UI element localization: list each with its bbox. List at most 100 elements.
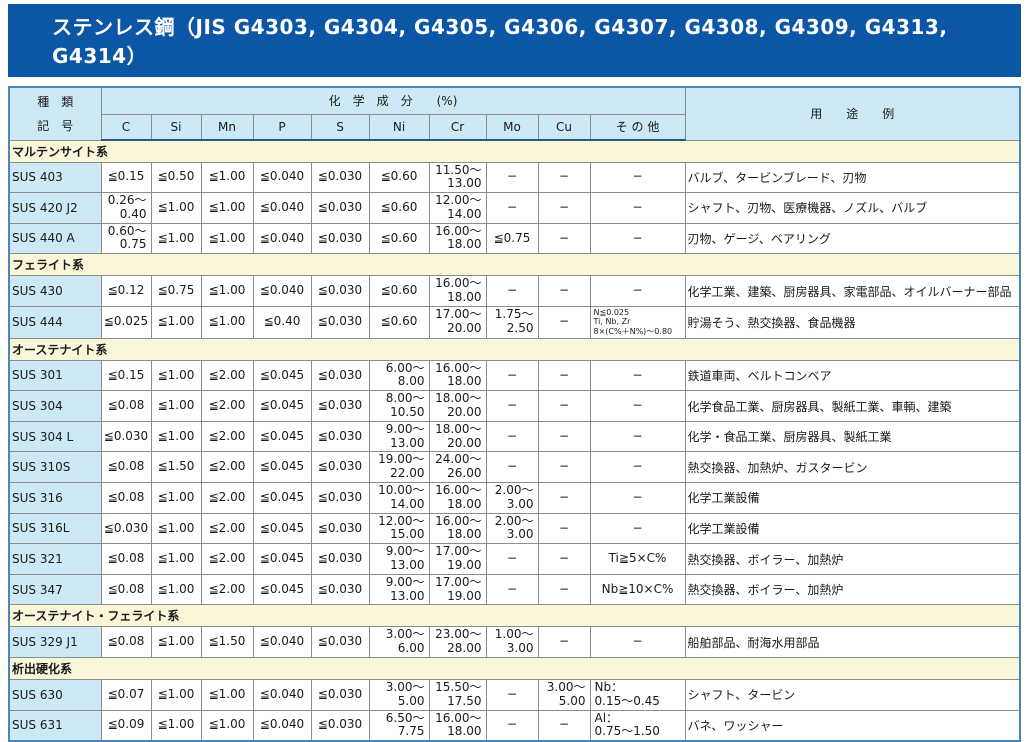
composition-value: 16.00～ 18.00 <box>428 222 487 255</box>
composition-value: 9.00～ 13.00 <box>368 420 430 453</box>
composition-value: 1.75～ 2.50 <box>485 305 539 339</box>
grade-code: SUS 316L <box>8 512 102 545</box>
catalog-page: ステンレス鋼（JIS G4303, G4304, G4305, G4306, G… <box>8 4 1022 742</box>
composition-value: ≦0.030 <box>310 359 370 392</box>
header-element: Ni <box>368 113 430 141</box>
composition-value: ≦0.030 <box>310 482 370 514</box>
composition-value: 3.00～ 6.00 <box>368 626 430 658</box>
composition-value: ≦1.00 <box>150 420 202 453</box>
grade-code: SUS 440 A <box>8 222 102 255</box>
header-element: そ の 他 <box>589 113 686 141</box>
table-row: SUS 321 ≦0.08 ≦1.00 ≦2.00 ≦0.045 ≦0.030 9.00～ … <box>8 543 1021 575</box>
composition-value: − <box>589 626 686 658</box>
composition-value: 17.00～ 20.00 <box>428 305 487 339</box>
grade-code: SUS 321 <box>8 543 102 575</box>
composition-value: 10.00～ 14.00 <box>368 482 430 514</box>
grade-code: SUS 430 <box>8 275 102 307</box>
composition-value: Al： 0.75～1.50 <box>589 709 686 742</box>
composition-value: ≦0.045 <box>252 390 312 422</box>
header-chemical-composition: 化 学 成 分 (%) <box>100 86 686 115</box>
composition-value: ≦1.00 <box>150 359 202 392</box>
usage-examples: 鉄道車両、ベルトコンベア <box>684 359 1021 392</box>
composition-value: 8.00～ 10.50 <box>368 390 430 422</box>
composition-value: ≦0.045 <box>252 482 312 514</box>
composition-value: ≦0.030 <box>310 626 370 658</box>
composition-value: 17.00～ 19.00 <box>428 543 487 575</box>
table-row: SUS 440 A 0.60～ 0.75 ≦1.00 ≦1.00 ≦0.040 ≦0.03… <box>8 222 1021 255</box>
composition-value: ≦2.00 <box>200 451 254 484</box>
composition-value: ≦1.00 <box>150 573 202 606</box>
composition-value: ≦1.00 <box>200 709 254 742</box>
table-row: SUS 347 ≦0.08 ≦1.00 ≦2.00 ≦0.045 ≦0.030 9.00～ … <box>8 573 1021 606</box>
usage-examples: 貯湯そう、熱交換器、食品機器 <box>684 305 1021 339</box>
usage-examples: 船舶部品、耐海水用部品 <box>684 626 1021 658</box>
composition-value: ≦0.08 <box>100 573 152 606</box>
usage-examples: 熱交換器、加熱炉、ガスタービン <box>684 451 1021 484</box>
header-element: Cr <box>428 113 487 141</box>
composition-value: ≦1.00 <box>150 222 202 255</box>
composition-value: ≦0.60 <box>368 192 430 224</box>
grade-code: SUS 631 <box>8 709 102 742</box>
composition-value: 9.00～ 13.00 <box>368 543 430 575</box>
composition-value: 0.60～ 0.75 <box>100 222 152 255</box>
composition-value: − <box>485 420 539 453</box>
section-title: 析出硬化系 <box>8 657 1021 680</box>
usage-examples: 化学・食品工業、厨房器具、製紙工業 <box>684 420 1021 453</box>
composition-value: 16.00～ 18.00 <box>428 359 487 392</box>
table-header: 種 類 記 号 化 学 成 分 (%) 用 途 例 C Si Mn P S Ni Cr Mo C… <box>8 86 1021 141</box>
composition-value: ≦0.030 <box>310 222 370 255</box>
grade-code: SUS 310S <box>8 451 102 484</box>
grade-code: SUS 420 J2 <box>8 192 102 224</box>
composition-value: − <box>537 359 591 392</box>
composition-value: Nb≧10×C% <box>589 573 686 606</box>
composition-value: ≦0.030 <box>310 709 370 742</box>
composition-value: ≦0.030 <box>310 305 370 339</box>
composition-value: ≦1.00 <box>150 192 202 224</box>
header-element: Mo <box>485 113 539 141</box>
composition-value: 16.00～ 18.00 <box>428 512 487 545</box>
composition-value: ≦0.030 <box>310 192 370 224</box>
composition-value: ≦1.00 <box>150 390 202 422</box>
composition-value: 0.26～ 0.40 <box>100 192 152 224</box>
composition-value: ≦2.00 <box>200 390 254 422</box>
composition-value: ≦0.07 <box>100 679 152 711</box>
composition-value: − <box>485 543 539 575</box>
composition-value: ≦1.00 <box>200 679 254 711</box>
composition-value: ≦0.12 <box>100 275 152 307</box>
usage-examples: 刃物、ゲージ、ベアリング <box>684 222 1021 255</box>
composition-value: ≦0.030 <box>310 275 370 307</box>
composition-value: − <box>589 420 686 453</box>
composition-value: − <box>537 390 591 422</box>
composition-value: − <box>537 222 591 255</box>
grade-code: SUS 347 <box>8 573 102 606</box>
composition-value: ≦1.00 <box>150 512 202 545</box>
composition-value: 15.50～ 17.50 <box>428 679 487 711</box>
section-title: オーステナイト系 <box>8 337 1021 361</box>
composition-value: ≦0.030 <box>310 420 370 453</box>
composition-value: − <box>589 512 686 545</box>
usage-examples: シャフト、タービン <box>684 679 1021 711</box>
composition-value: 2.00～ 3.00 <box>485 512 539 545</box>
grade-code: SUS 329 J1 <box>8 626 102 658</box>
composition-value: ≦0.030 <box>310 390 370 422</box>
composition-value: − <box>485 275 539 307</box>
table-row: SUS 630 ≦0.07 ≦1.00 ≦1.00 ≦0.040 ≦0.030 3.00～ … <box>8 679 1021 711</box>
composition-value: ≦0.040 <box>252 626 312 658</box>
header-element: Mn <box>200 113 254 141</box>
composition-value: − <box>485 390 539 422</box>
section-title: オーステナイト・フェライト系 <box>8 604 1021 628</box>
usage-examples: 熱交換器、ボイラー、加熱炉 <box>684 573 1021 606</box>
composition-value: ≦0.08 <box>100 626 152 658</box>
grade-code: SUS 301 <box>8 359 102 392</box>
header-element: S <box>310 113 370 141</box>
composition-value: ≦1.00 <box>200 305 254 339</box>
section-row: オーステナイト・フェライト系 <box>8 604 1021 628</box>
table-row: SUS 420 J2 0.26～ 0.40 ≦1.00 ≦1.00 ≦0.040 ≦0.0… <box>8 192 1021 224</box>
composition-value: 16.00～ 18.00 <box>428 482 487 514</box>
composition-value: 24.00～ 26.00 <box>428 451 487 484</box>
grade-code: SUS 316 <box>8 482 102 514</box>
composition-value: 6.00～ 8.00 <box>368 359 430 392</box>
composition-value: ≦1.00 <box>200 161 254 194</box>
composition-value: ≦0.030 <box>310 161 370 194</box>
composition-value: ≦2.00 <box>200 482 254 514</box>
